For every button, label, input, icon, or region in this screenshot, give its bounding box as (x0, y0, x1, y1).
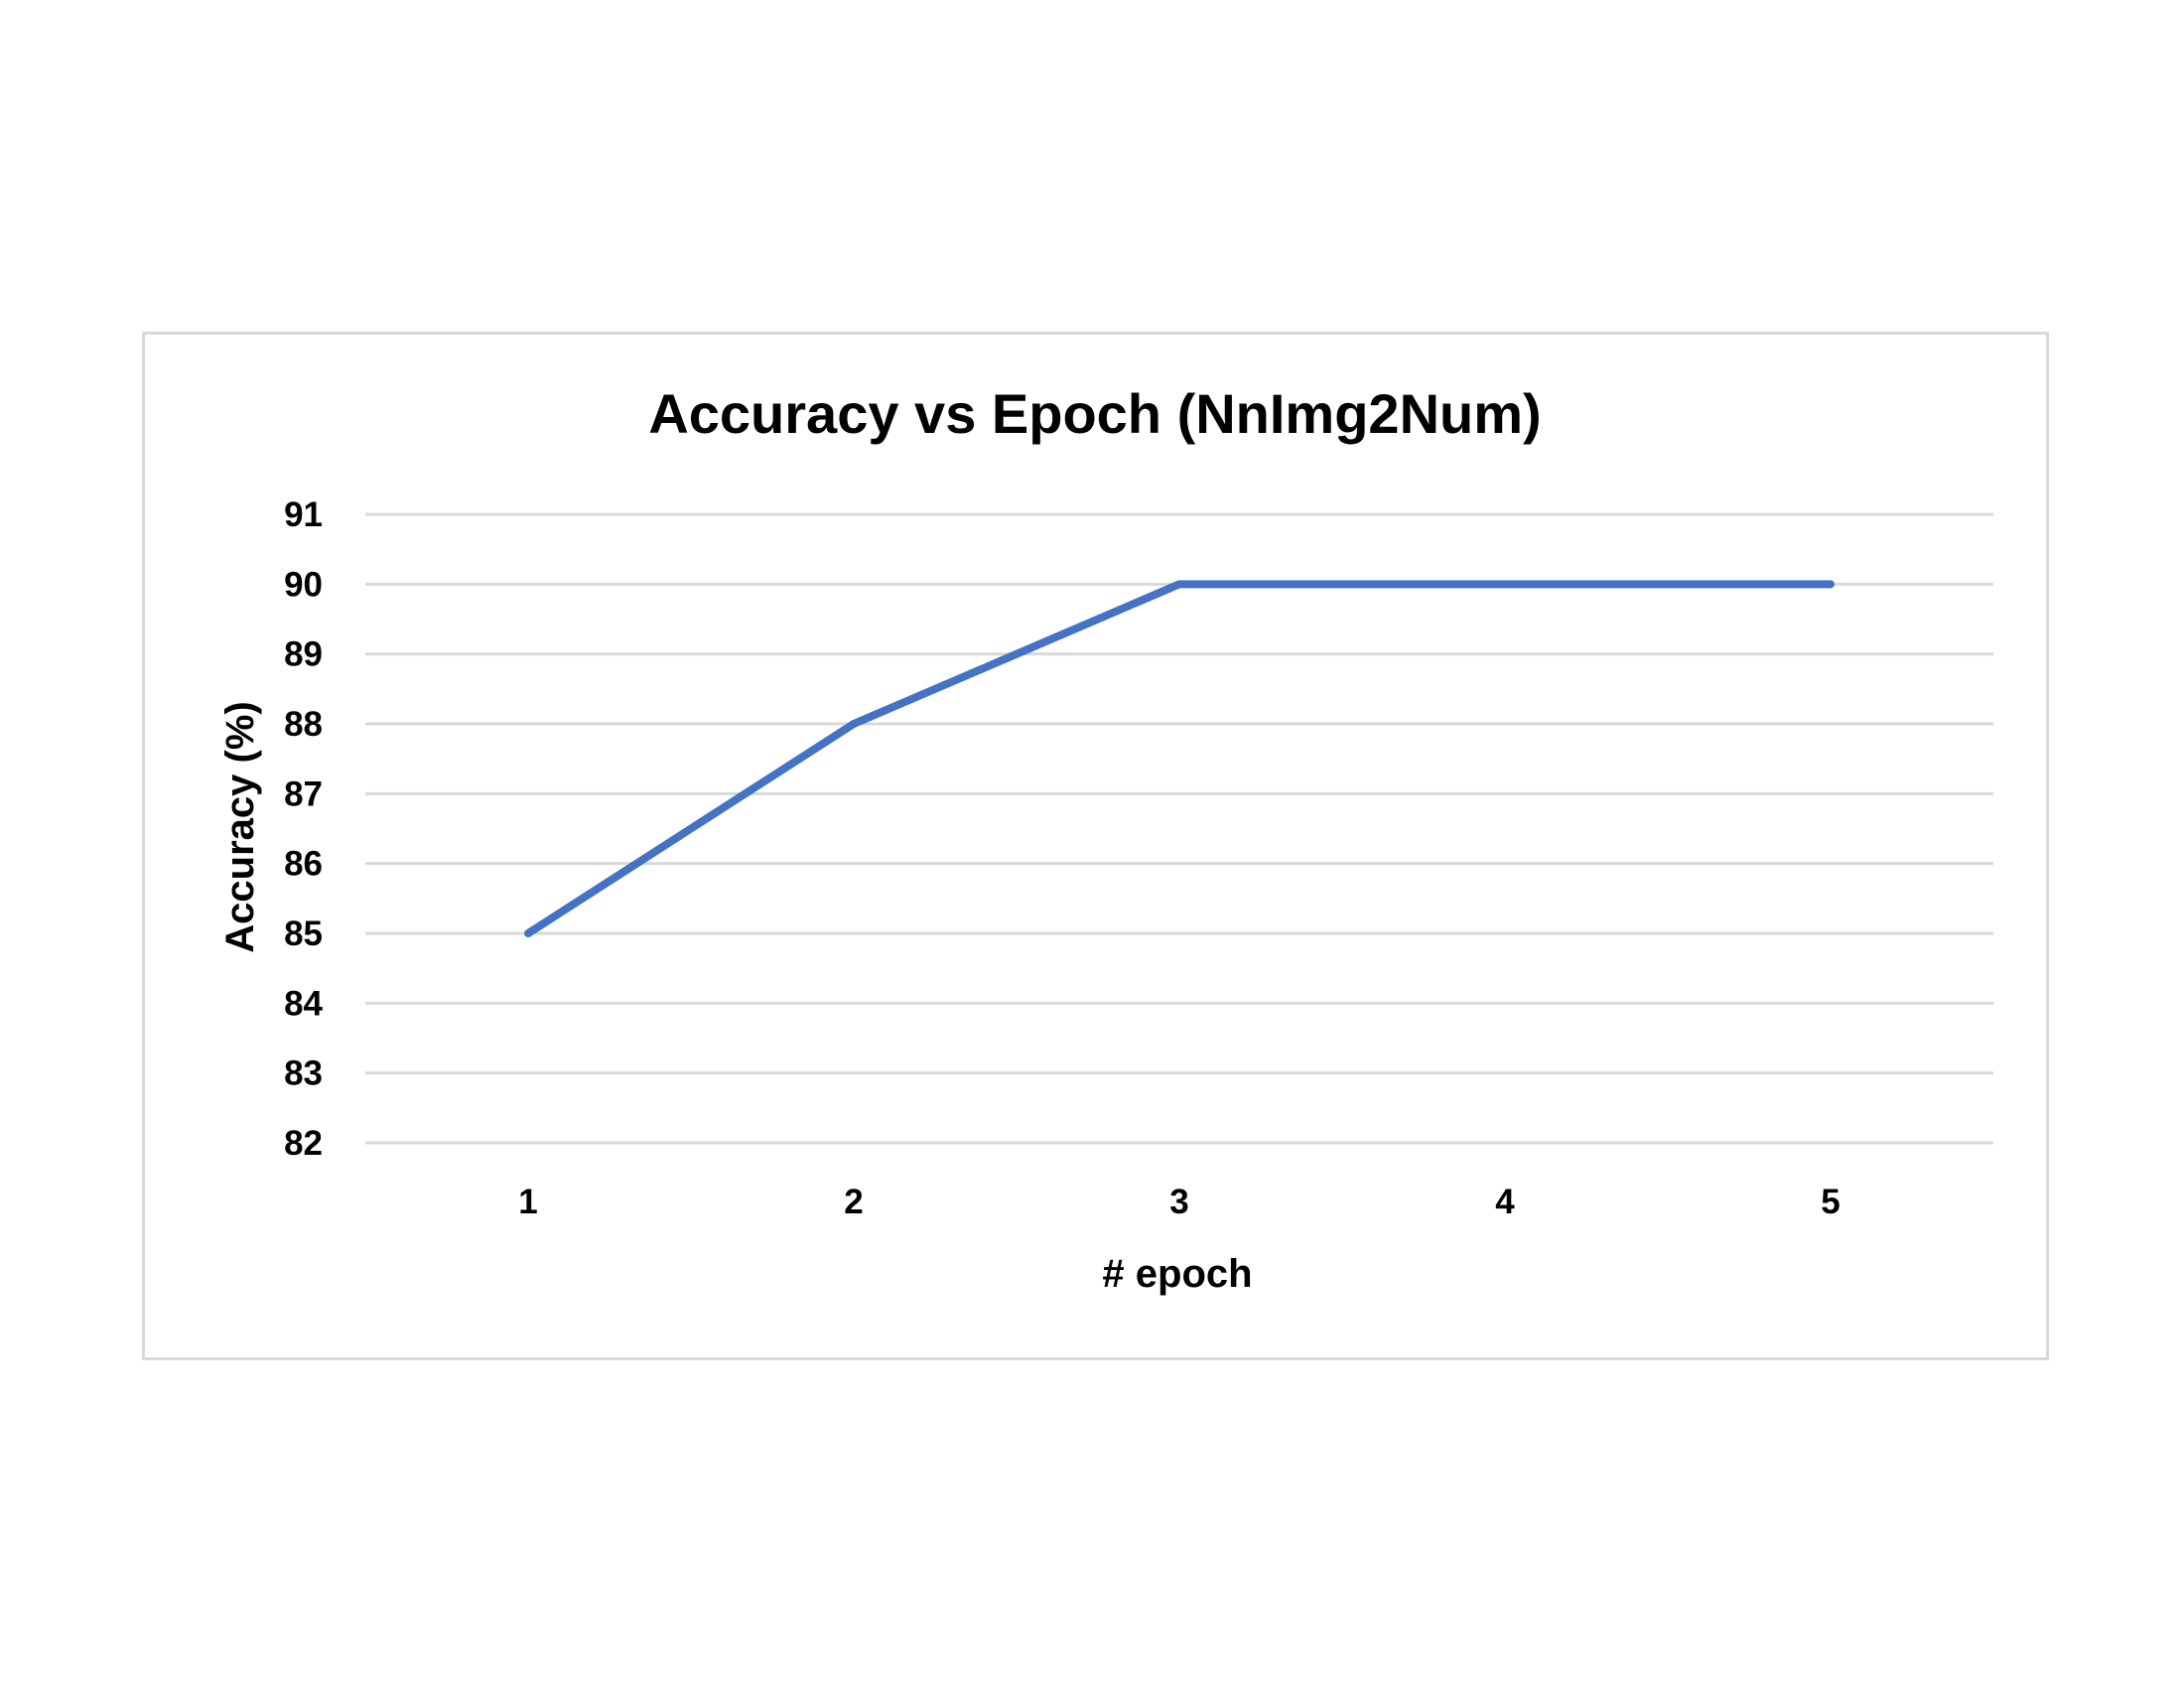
series-layer (524, 580, 1835, 937)
y-axis-label: Accuracy (%) (218, 701, 262, 952)
y-tick-labels: 91 90 89 88 87 86 85 84 83 82 (284, 495, 323, 1163)
x-tick-label: 2 (844, 1183, 863, 1221)
series-line (524, 580, 1835, 937)
x-tick-labels: 1 2 3 4 5 (518, 1183, 1840, 1221)
y-tick-label: 89 (284, 635, 323, 674)
y-tick-label: 85 (284, 914, 323, 953)
x-axis-label: # epoch (1102, 1252, 1252, 1296)
chart-frame (142, 332, 2049, 1360)
y-tick-label: 91 (284, 495, 323, 534)
x-tick-label: 3 (1169, 1183, 1188, 1221)
gridlines (365, 512, 1993, 1145)
y-tick-label: 90 (284, 565, 323, 604)
x-tick-label: 1 (518, 1183, 537, 1221)
x-tick-label: 4 (1495, 1183, 1515, 1221)
chart-title: Accuracy vs Epoch (NnImg2Num) (648, 382, 1541, 445)
y-tick-label: 88 (284, 705, 323, 744)
y-tick-label: 86 (284, 845, 323, 884)
y-tick-label: 83 (284, 1055, 323, 1093)
y-tick-label: 82 (284, 1124, 323, 1163)
y-tick-label: 87 (284, 774, 323, 813)
y-tick-label: 84 (284, 984, 323, 1023)
x-tick-label: 5 (1821, 1183, 1840, 1221)
